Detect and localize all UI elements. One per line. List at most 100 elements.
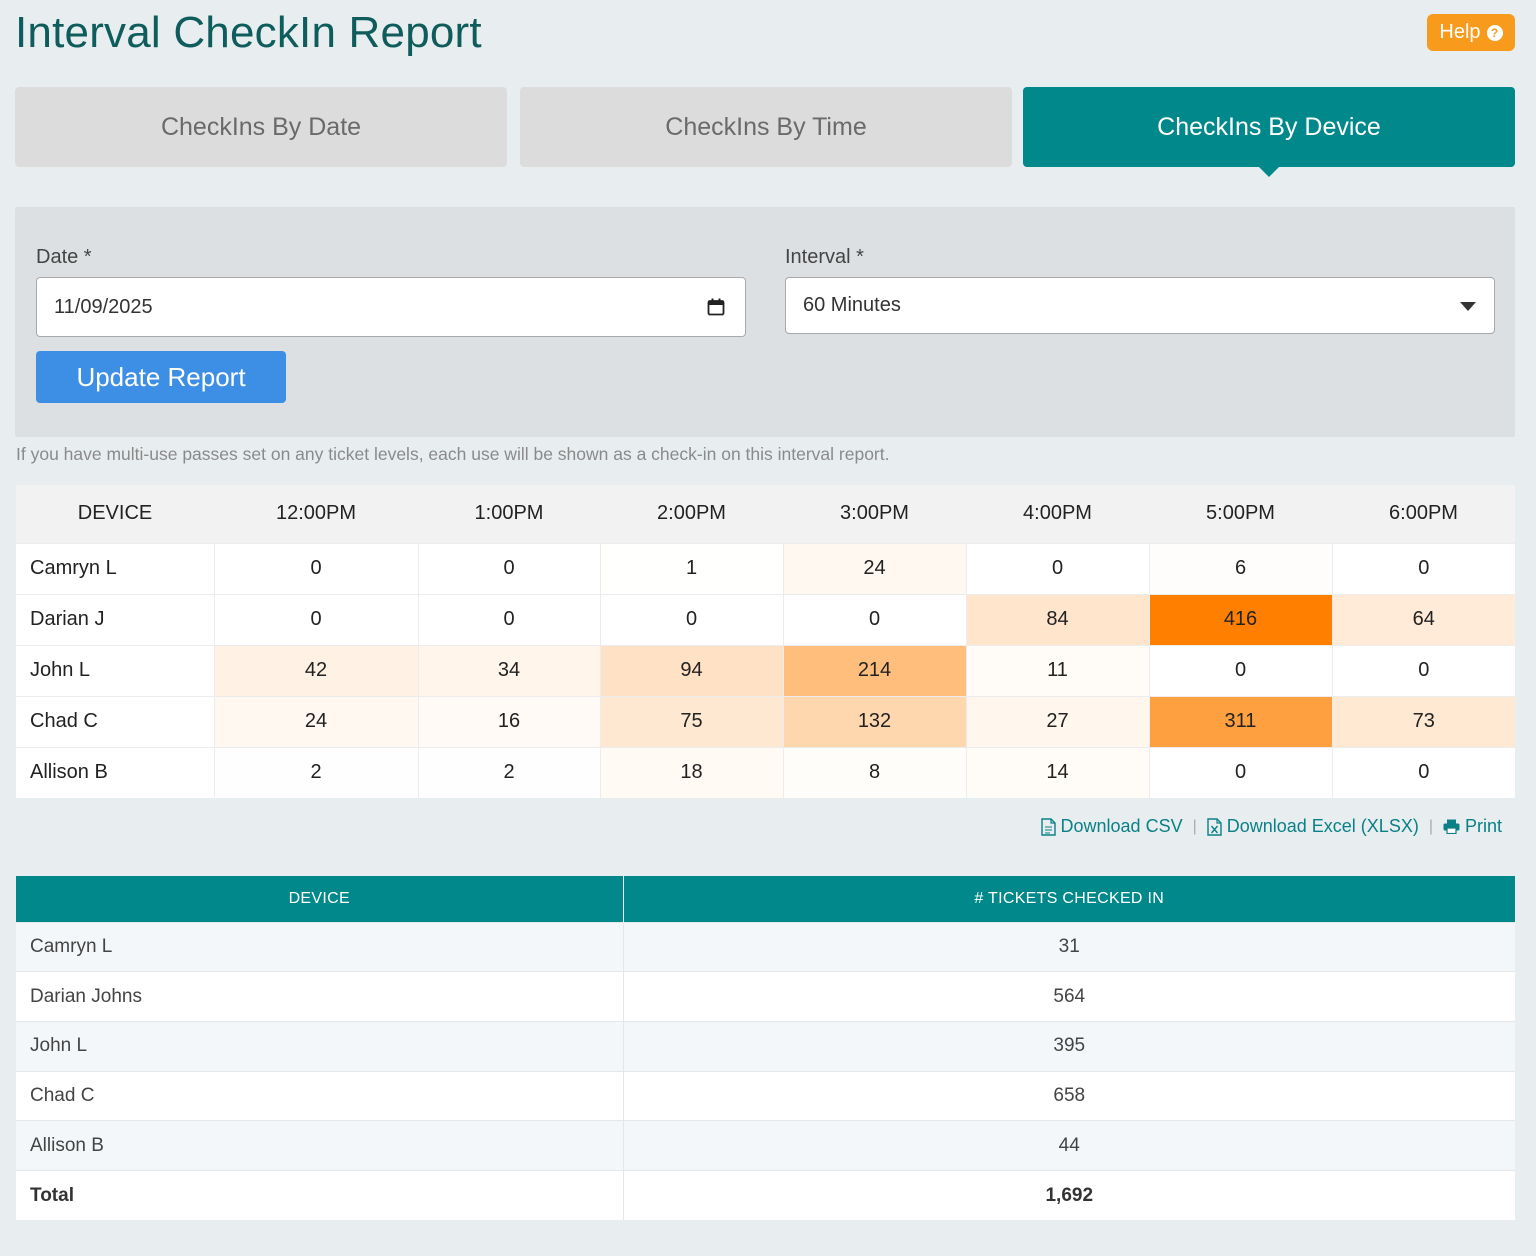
download-excel-label: Download Excel (XLSX): [1226, 816, 1419, 836]
heat-cell: 0: [1331, 644, 1515, 696]
column-header: DEVICE: [16, 485, 214, 543]
heat-cell: 6: [1148, 542, 1332, 594]
print-label: Print: [1464, 816, 1502, 836]
download-excel-link[interactable]: Download Excel (XLSX): [1207, 816, 1419, 837]
heat-cell: 24: [782, 542, 966, 594]
heat-cell: 0: [213, 593, 418, 645]
heat-cell: 75: [599, 695, 783, 747]
table-row: Allison B 2 2 18 8 14 0 0: [16, 746, 1515, 798]
help-label: Help: [1439, 21, 1481, 43]
total-row: Total 1,692: [16, 1169, 1515, 1221]
report-tabs: CheckIns By Date CheckIns By Time CheckI…: [15, 87, 1515, 177]
heat-cell: 0: [782, 593, 966, 645]
multi-use-note: If you have multi-use passes set on any …: [16, 444, 890, 464]
column-header: 5:00PM: [1149, 485, 1332, 543]
heat-cell: 18: [599, 746, 783, 798]
date-input[interactable]: 11/09/2025: [36, 277, 746, 337]
calendar-icon[interactable]: [707, 298, 725, 316]
heat-cell: 132: [782, 695, 966, 747]
heat-cell: 14: [965, 746, 1149, 798]
column-header: DEVICE: [16, 876, 623, 922]
device-cell: Camryn L: [16, 542, 214, 594]
interval-value: 60 Minutes: [803, 294, 901, 316]
count-cell: 31: [622, 921, 1515, 972]
question-circle-icon: ?: [1486, 24, 1503, 41]
device-cell: John L: [16, 1020, 623, 1072]
table-row: Darian Johns 564: [16, 971, 1515, 1022]
heat-cell: 311: [1148, 695, 1332, 747]
heat-cell: 0: [965, 542, 1149, 594]
separator: |: [1192, 817, 1197, 835]
table-row: John L 395: [16, 1020, 1515, 1072]
tab-checkins-by-device[interactable]: CheckIns By Device: [1023, 87, 1515, 177]
device-cell: Allison B: [16, 1120, 623, 1171]
heat-cell: 11: [965, 644, 1149, 696]
heat-cell: 0: [417, 593, 600, 645]
heat-cell: 34: [417, 644, 600, 696]
heat-cell: 16: [417, 695, 600, 747]
separator: |: [1428, 817, 1433, 835]
heat-cell: 0: [1148, 746, 1332, 798]
download-links: Download CSV | Download Excel (XLSX) | P…: [1040, 816, 1502, 837]
heat-cell: 27: [965, 695, 1149, 747]
heat-cell: 0: [599, 593, 783, 645]
heat-cell: 0: [417, 542, 600, 594]
heat-cell: 0: [213, 542, 418, 594]
count-cell: 658: [622, 1070, 1515, 1121]
help-button[interactable]: Help ?: [1427, 14, 1515, 51]
column-header: 1:00PM: [418, 485, 600, 543]
update-report-button[interactable]: Update Report: [36, 351, 286, 403]
file-icon: [1040, 817, 1056, 836]
device-summary-table: DEVICE # TICKETS CHECKED IN Camryn L 31 …: [16, 876, 1515, 1221]
device-cell: Camryn L: [16, 921, 623, 972]
excel-file-icon: [1207, 817, 1222, 836]
printer-icon: [1443, 819, 1460, 834]
heat-cell: 64: [1331, 593, 1515, 645]
count-cell: 395: [622, 1020, 1515, 1072]
heat-cell: 0: [1148, 644, 1332, 696]
heat-cell: 214: [782, 644, 966, 696]
date-value: 11/09/2025: [54, 295, 153, 318]
column-header: # TICKETS CHECKED IN: [622, 876, 1515, 922]
table-row: Camryn L 31: [16, 921, 1515, 972]
summary-header-row: DEVICE # TICKETS CHECKED IN: [16, 876, 1515, 922]
count-cell: 44: [622, 1120, 1515, 1171]
page-title: Interval CheckIn Report: [15, 8, 482, 57]
table-row: Camryn L 0 0 1 24 0 6 0: [16, 542, 1515, 594]
table-row: Chad C 24 16 75 132 27 311 73: [16, 695, 1515, 747]
heat-cell: 0: [1331, 542, 1515, 594]
heat-cell: 24: [213, 695, 418, 747]
download-csv-link[interactable]: Download CSV: [1040, 816, 1183, 837]
heat-cell: 8: [782, 746, 966, 798]
device-cell: Chad C: [16, 1070, 623, 1121]
column-header: 6:00PM: [1332, 485, 1515, 543]
table-row: Darian J 0 0 0 0 84 416 64: [16, 593, 1515, 645]
date-label: Date *: [36, 246, 92, 268]
print-link[interactable]: Print: [1443, 816, 1502, 837]
device-cell: Chad C: [16, 695, 214, 747]
total-value: 1,692: [622, 1169, 1515, 1221]
table-row: Allison B 44: [16, 1120, 1515, 1171]
download-csv-label: Download CSV: [1060, 816, 1183, 836]
column-header: 2:00PM: [600, 485, 783, 543]
device-cell: Darian Johns: [16, 971, 623, 1022]
table-row: Chad C 658: [16, 1070, 1515, 1121]
device-cell: John L: [16, 644, 214, 696]
heat-cell: 84: [965, 593, 1149, 645]
heat-cell: 416: [1148, 593, 1332, 645]
interval-select[interactable]: 60 Minutes: [785, 277, 1495, 334]
heat-cell: 42: [213, 644, 418, 696]
heat-cell: 2: [213, 746, 418, 798]
column-header: 12:00PM: [214, 485, 418, 543]
tab-checkins-by-date[interactable]: CheckIns By Date: [15, 87, 507, 167]
count-cell: 564: [622, 971, 1515, 1022]
heat-cell: 2: [417, 746, 600, 798]
total-label: Total: [16, 1169, 623, 1221]
tab-checkins-by-time[interactable]: CheckIns By Time: [520, 87, 1012, 167]
heat-cell: 0: [1331, 746, 1515, 798]
filter-panel: Date * 11/09/2025 Interval * 60 Minutes …: [15, 207, 1515, 437]
interval-label: Interval *: [785, 246, 864, 268]
column-header: 4:00PM: [966, 485, 1149, 543]
heat-cell: 1: [599, 542, 783, 594]
heat-cell: 94: [599, 644, 783, 696]
